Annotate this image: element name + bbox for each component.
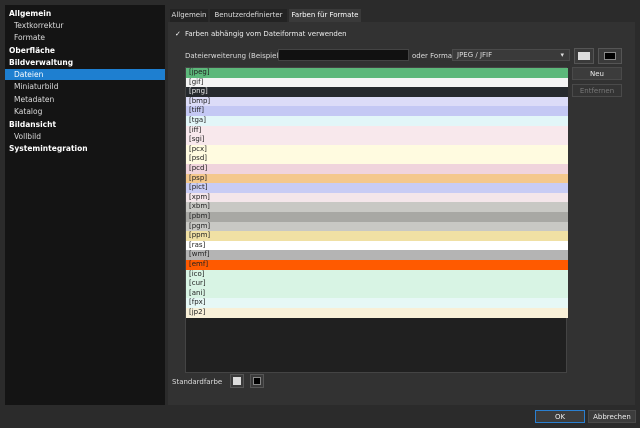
color-button[interactable] <box>598 48 622 64</box>
extension-input[interactable] <box>278 49 409 61</box>
format-row[interactable]: [fpx] <box>186 298 568 308</box>
color-button[interactable] <box>250 374 264 388</box>
format-row[interactable]: [ppm] <box>186 231 568 241</box>
format-label: oder Format: <box>412 52 458 60</box>
format-row[interactable]: [ani] <box>186 288 568 299</box>
format-row[interactable]: [psd] <box>186 154 568 164</box>
checkbox-label[interactable]: Farben abhängig vom Dateiformat verwende… <box>185 30 347 38</box>
format-row[interactable]: [bmp] <box>186 96 568 107</box>
format-row[interactable]: [wmf] <box>186 250 568 260</box>
sidebar-item[interactable]: Formate <box>14 33 46 43</box>
format-row[interactable]: [jpeg] <box>186 68 568 78</box>
format-select-value: JPEG / JFIF <box>457 51 493 59</box>
format-row[interactable]: [psp] <box>186 173 568 184</box>
format-row[interactable]: [pgm] <box>186 221 568 232</box>
format-row[interactable]: [pcd] <box>186 164 568 174</box>
sidebar-item[interactable]: Miniaturbild <box>14 82 59 92</box>
sidebar-item[interactable]: Dateien <box>5 69 165 80</box>
format-list: [jpeg] [gif] [png] [bmp] [tiff] [tga] [iff] [sg… <box>185 67 568 373</box>
sidebar: Allgemein Textkorrektur Formate Oberfläche B… <box>5 5 165 405</box>
sidebar-group[interactable]: Systemintegration <box>9 144 88 154</box>
format-row[interactable]: [pcx] <box>186 144 568 155</box>
sidebar-item[interactable]: Textkorrektur <box>14 20 64 30</box>
sidebar-group[interactable]: Allgemein <box>9 9 52 18</box>
sidebar-item[interactable]: Metadaten <box>14 94 55 104</box>
format-row[interactable]: [iff] <box>186 125 568 136</box>
sidebar-group[interactable]: Bildverwaltung <box>9 58 74 68</box>
format-row[interactable]: [pict] <box>186 183 568 193</box>
format-row[interactable]: [tiff] <box>186 106 568 116</box>
color-button[interactable] <box>230 374 244 388</box>
sidebar-item[interactable]: Vollbild <box>14 131 41 141</box>
dropdown-arrow: ▾ <box>560 51 564 59</box>
format-row[interactable]: [xpm] <box>186 192 568 203</box>
format-row[interactable]: [tga] <box>186 116 568 126</box>
format-row[interactable]: [png] <box>186 87 568 97</box>
format-row[interactable]: [gif] <box>186 77 568 88</box>
sidebar-group[interactable]: Oberfläche <box>9 45 56 55</box>
cancel-button[interactable]: Abbrechen <box>588 410 636 423</box>
ok-button[interactable]: OK <box>535 410 585 423</box>
new-button[interactable]: Neu <box>572 67 622 80</box>
format-select[interactable]: JPEG / JFIF ▾ <box>452 49 570 61</box>
sidebar-item[interactable]: Katalog <box>14 106 43 116</box>
remove-button: Entfernen <box>572 84 622 97</box>
tab[interactable]: Allgemein <box>170 9 208 22</box>
tab[interactable]: Benutzerdefinierter Filter <box>210 9 287 32</box>
color-button[interactable] <box>574 48 594 64</box>
format-row[interactable]: [cur] <box>186 279 568 289</box>
format-row[interactable]: [ras] <box>186 240 568 251</box>
sidebar-group[interactable]: Bildansicht <box>9 119 57 129</box>
format-row[interactable]: [jp2] <box>186 308 568 318</box>
tab[interactable]: Farben für Formate <box>289 9 361 22</box>
default-color-label: Standardfarbe <box>172 378 223 386</box>
format-row[interactable]: [sgi] <box>186 135 568 145</box>
format-row[interactable]: [ico] <box>186 269 568 280</box>
format-row[interactable]: [pbm] <box>186 212 568 222</box>
format-row[interactable]: [xbm] <box>186 202 568 212</box>
format-row[interactable]: [emf] <box>186 260 568 270</box>
extension-label: Dateierweiterung (Beispiel: abc) <box>185 52 299 60</box>
checkbox[interactable]: ✓ <box>175 30 181 38</box>
